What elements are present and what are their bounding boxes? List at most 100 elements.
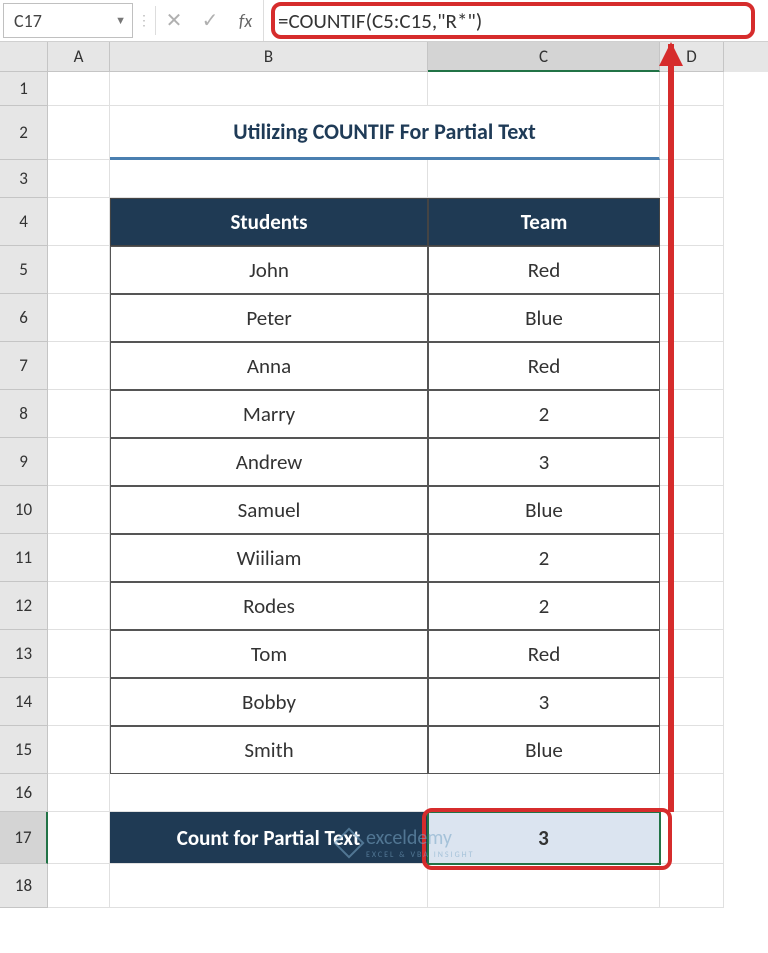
cell-D12[interactable] bbox=[660, 582, 724, 630]
cell-D4[interactable] bbox=[660, 198, 724, 246]
cell-empty[interactable] bbox=[110, 774, 428, 812]
cell-empty[interactable] bbox=[660, 864, 724, 908]
row-header-16[interactable]: 16 bbox=[0, 774, 48, 812]
row-header-12[interactable]: 12 bbox=[0, 582, 48, 630]
cell-A11[interactable] bbox=[48, 534, 110, 582]
row-header-18[interactable]: 18 bbox=[0, 864, 48, 908]
col-header-D[interactable]: D bbox=[660, 42, 724, 72]
cell-D17[interactable] bbox=[660, 812, 724, 864]
cell-D11[interactable] bbox=[660, 534, 724, 582]
cell-A6[interactable] bbox=[48, 294, 110, 342]
row-header-3[interactable]: 3 bbox=[0, 160, 48, 198]
cell-D7[interactable] bbox=[660, 342, 724, 390]
col-header-C[interactable]: C bbox=[428, 42, 660, 72]
cell-A2[interactable] bbox=[48, 106, 110, 160]
cell-A14[interactable] bbox=[48, 678, 110, 726]
name-box-dropdown-icon[interactable]: ▼ bbox=[115, 14, 126, 27]
cell-A7[interactable] bbox=[48, 342, 110, 390]
row-header-6[interactable]: 6 bbox=[0, 294, 48, 342]
cell-A13[interactable] bbox=[48, 630, 110, 678]
cell-empty[interactable] bbox=[48, 160, 110, 198]
table-cell[interactable]: Red bbox=[428, 246, 660, 294]
column-headers: A B C D bbox=[0, 42, 768, 72]
cell-D15[interactable] bbox=[660, 726, 724, 774]
cell-D13[interactable] bbox=[660, 630, 724, 678]
table-cell[interactable]: Smith bbox=[110, 726, 428, 774]
row-header-4[interactable]: 4 bbox=[0, 198, 48, 246]
cell-empty[interactable] bbox=[110, 72, 428, 106]
confirm-icon[interactable]: ✓ bbox=[192, 0, 228, 41]
row-header-17[interactable]: 17 bbox=[0, 812, 48, 864]
row-header-15[interactable]: 15 bbox=[0, 726, 48, 774]
table-cell[interactable]: John bbox=[110, 246, 428, 294]
cell-D5[interactable] bbox=[660, 246, 724, 294]
table-cell[interactable]: Andrew bbox=[110, 438, 428, 486]
cell-D9[interactable] bbox=[660, 438, 724, 486]
table-header-team: Team bbox=[428, 198, 660, 246]
cell-D14[interactable] bbox=[660, 678, 724, 726]
table-cell[interactable]: Rodes bbox=[110, 582, 428, 630]
summary-label: Count for Partial Text bbox=[110, 812, 428, 864]
table-cell[interactable]: 2 bbox=[428, 534, 660, 582]
name-box-value: C17 bbox=[14, 10, 42, 32]
table-cell[interactable]: 3 bbox=[428, 438, 660, 486]
row-header-1[interactable]: 1 bbox=[0, 72, 48, 106]
cell-A12[interactable] bbox=[48, 582, 110, 630]
cell-A9[interactable] bbox=[48, 438, 110, 486]
cell-A4[interactable] bbox=[48, 198, 110, 246]
table-cell[interactable]: Blue bbox=[428, 726, 660, 774]
table-cell[interactable]: Red bbox=[428, 342, 660, 390]
table-cell[interactable]: Red bbox=[428, 630, 660, 678]
row-header-5[interactable]: 5 bbox=[0, 246, 48, 294]
table-cell[interactable]: Bobby bbox=[110, 678, 428, 726]
table-cell[interactable]: Anna bbox=[110, 342, 428, 390]
row-header-14[interactable]: 14 bbox=[0, 678, 48, 726]
cell-empty[interactable] bbox=[428, 774, 660, 812]
name-box[interactable]: C17 ▼ bbox=[3, 3, 133, 38]
row-header-9[interactable]: 9 bbox=[0, 438, 48, 486]
col-header-A[interactable]: A bbox=[48, 42, 110, 72]
cell-empty[interactable] bbox=[48, 864, 110, 908]
table-cell[interactable]: Tom bbox=[110, 630, 428, 678]
cell-A5[interactable] bbox=[48, 246, 110, 294]
cell-empty[interactable] bbox=[660, 160, 724, 198]
formula-input[interactable]: =COUNTIF(C5:C15,"R*") bbox=[268, 0, 768, 41]
cell-empty[interactable] bbox=[110, 864, 428, 908]
table-cell[interactable]: 2 bbox=[428, 390, 660, 438]
cell-empty[interactable] bbox=[428, 864, 660, 908]
cell-empty[interactable] bbox=[48, 72, 110, 106]
row-header-10[interactable]: 10 bbox=[0, 486, 48, 534]
table-cell[interactable]: Samuel bbox=[110, 486, 428, 534]
cell-empty[interactable] bbox=[110, 160, 428, 198]
cell-D6[interactable] bbox=[660, 294, 724, 342]
table-cell[interactable]: 2 bbox=[428, 582, 660, 630]
select-all-corner[interactable] bbox=[0, 42, 48, 72]
cell-A10[interactable] bbox=[48, 486, 110, 534]
cell-empty[interactable] bbox=[48, 774, 110, 812]
cell-A8[interactable] bbox=[48, 390, 110, 438]
row-header-11[interactable]: 11 bbox=[0, 534, 48, 582]
cell-D2[interactable] bbox=[660, 106, 724, 160]
cell-empty[interactable] bbox=[428, 72, 660, 106]
cell-D10[interactable] bbox=[660, 486, 724, 534]
col-header-B[interactable]: B bbox=[110, 42, 428, 72]
table-cell[interactable]: Wiiliam bbox=[110, 534, 428, 582]
cell-empty[interactable] bbox=[660, 72, 724, 106]
table-cell[interactable]: Peter bbox=[110, 294, 428, 342]
summary-value[interactable]: 3 bbox=[428, 812, 660, 864]
row-header-2[interactable]: 2 bbox=[0, 106, 48, 160]
cell-A17[interactable] bbox=[48, 812, 110, 864]
table-cell[interactable]: Blue bbox=[428, 294, 660, 342]
row-header-7[interactable]: 7 bbox=[0, 342, 48, 390]
table-cell[interactable]: 3 bbox=[428, 678, 660, 726]
cell-empty[interactable] bbox=[660, 774, 724, 812]
cancel-icon[interactable]: ✕ bbox=[156, 0, 192, 41]
table-cell[interactable]: Blue bbox=[428, 486, 660, 534]
table-cell[interactable]: Marry bbox=[110, 390, 428, 438]
cell-D8[interactable] bbox=[660, 390, 724, 438]
fx-icon[interactable]: fx bbox=[228, 0, 264, 41]
row-header-8[interactable]: 8 bbox=[0, 390, 48, 438]
row-header-13[interactable]: 13 bbox=[0, 630, 48, 678]
cell-A15[interactable] bbox=[48, 726, 110, 774]
cell-empty[interactable] bbox=[428, 160, 660, 198]
